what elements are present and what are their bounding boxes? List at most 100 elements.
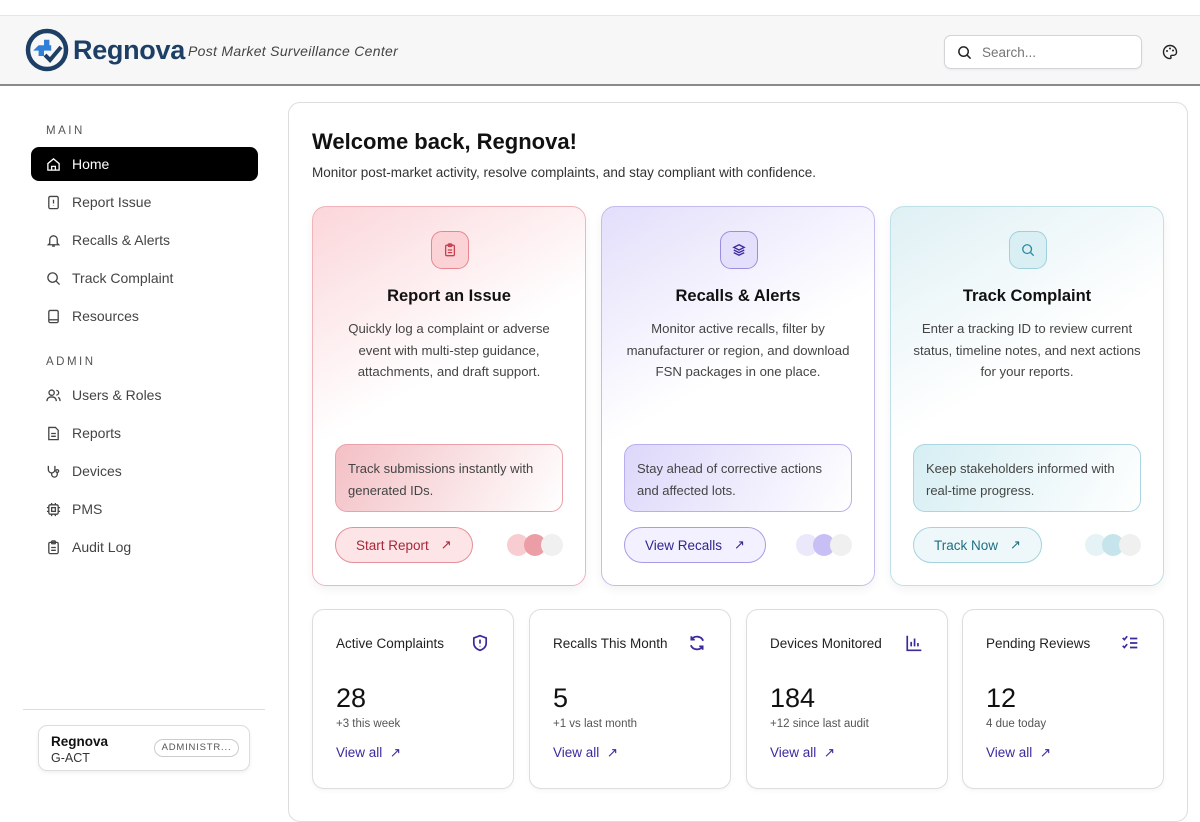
- book-icon: [48, 309, 59, 323]
- link-label: View all: [770, 745, 817, 760]
- bell-icon: [46, 234, 61, 247]
- sidebar-item-report-issue[interactable]: Report Issue: [31, 185, 258, 219]
- sidebar-item-users-roles[interactable]: Users & Roles: [31, 378, 258, 412]
- search-box[interactable]: [944, 35, 1142, 69]
- arrow-up-right-icon: ↗: [1036, 745, 1052, 760]
- carousel-dots[interactable]: [796, 534, 856, 556]
- user-org: G-ACT: [51, 751, 90, 765]
- search-icon: [47, 271, 61, 285]
- button-label: View Recalls: [645, 537, 723, 553]
- carousel-dots[interactable]: [507, 534, 567, 556]
- card-title: Recalls & Alerts: [675, 287, 801, 305]
- stat-delta: +1 vs last month: [553, 718, 638, 730]
- card-note: Keep stakeholders informed with real-tim…: [913, 444, 1141, 512]
- stat-recalls-this-month: Recalls This Month 5 +1 vs last month Vi…: [529, 609, 731, 789]
- sidebar-item-label: Users & Roles: [72, 387, 162, 403]
- logo[interactable]: Regnova: [25, 28, 185, 72]
- layers-icon: [720, 231, 758, 269]
- clipboard-icon: [48, 539, 59, 554]
- track-now-button[interactable]: Track Now ↗: [913, 527, 1042, 563]
- clipboard-icon: [431, 231, 469, 269]
- sidebar-item-label: Home: [72, 156, 110, 172]
- stat-title: Pending Reviews: [986, 636, 1091, 651]
- sidebar-item-pms[interactable]: PMS: [31, 492, 258, 526]
- search-icon: [958, 45, 972, 59]
- sidebar-item-label: Recalls & Alerts: [72, 232, 171, 248]
- view-recalls-button[interactable]: View Recalls ↗: [624, 527, 766, 563]
- arrow-up-right-icon: ↗: [440, 537, 452, 552]
- card-description: Quickly log a complaint or adverse event…: [348, 321, 550, 379]
- card-description: Monitor active recalls, filter by manufa…: [626, 321, 850, 379]
- sidebar-item-label: Report Issue: [72, 194, 152, 210]
- button-label: Track Now: [934, 537, 999, 553]
- start-report-button[interactable]: Start Report ↗: [335, 527, 473, 563]
- stat-devices-monitored: Devices Monitored 184 +12 since last aud…: [746, 609, 948, 789]
- button-label: Start Report: [356, 537, 429, 553]
- sidebar-item-label: PMS: [72, 501, 103, 517]
- sidebar-item-track-complaint[interactable]: Track Complaint: [31, 261, 258, 295]
- cpu-icon: [46, 502, 61, 516]
- sidebar-divider: [23, 709, 265, 710]
- user-name: Regnova: [51, 734, 109, 749]
- card-note: Stay ahead of corrective actions and aff…: [624, 444, 852, 512]
- stat-active-complaints: Active Complaints 28 +3 this week View a…: [312, 609, 514, 789]
- card-report-issue: Report an Issue Quickly log a complaint …: [312, 206, 586, 586]
- home-icon: [47, 157, 60, 171]
- list-checks-icon: [1122, 635, 1138, 649]
- sidebar-item-home[interactable]: Home: [31, 147, 258, 181]
- arrow-up-right-icon: ↗: [603, 745, 619, 760]
- section-label-admin: ADMIN: [46, 356, 96, 368]
- page-title: Welcome back, Regnova!: [312, 129, 577, 154]
- sidebar-item-reports[interactable]: Reports: [31, 416, 258, 450]
- view-all-link[interactable]: View all ↗: [336, 745, 401, 761]
- file-text-icon: [48, 426, 59, 440]
- sidebar-item-label: Reports: [72, 425, 122, 441]
- sidebar-item-devices[interactable]: Devices: [31, 454, 258, 488]
- search-input[interactable]: [982, 44, 1122, 60]
- file-alert-icon: [48, 195, 59, 209]
- sidebar-item-label: Audit Log: [72, 539, 132, 555]
- card-recalls-alerts: Recalls & Alerts Monitor active recalls,…: [601, 206, 875, 586]
- stat-value: 5: [553, 683, 569, 713]
- app-header: Regnova Post Market Surveillance Center: [0, 16, 1200, 86]
- sidebar-item-label: Track Complaint: [72, 270, 174, 286]
- stat-pending-reviews: Pending Reviews 12 4 due today View all …: [962, 609, 1164, 789]
- top-strip: [0, 0, 1200, 16]
- sidebar-item-label: Devices: [72, 463, 122, 479]
- card-title: Report an Issue: [387, 287, 511, 305]
- user-card[interactable]: Regnova G-ACT ADMINISTR...: [38, 725, 250, 771]
- view-all-link[interactable]: View all ↗: [770, 745, 835, 761]
- card-track-complaint: Track Complaint Enter a tracking ID to r…: [890, 206, 1164, 586]
- tagline: Post Market Surveillance Center: [188, 43, 399, 59]
- page-subtitle: Monitor post-market activity, resolve co…: [312, 165, 816, 180]
- stat-value: 12: [986, 683, 1017, 713]
- users-icon: [46, 388, 61, 401]
- sidebar-item-label: Resources: [72, 308, 139, 324]
- link-label: View all: [553, 745, 600, 760]
- main-panel: Welcome back, Regnova! Monitor post-mark…: [288, 102, 1188, 822]
- arrow-up-right-icon: ↗: [1010, 537, 1021, 552]
- view-all-link[interactable]: View all ↗: [986, 745, 1051, 761]
- view-all-link[interactable]: View all ↗: [553, 745, 618, 761]
- shield-alert-icon: [472, 634, 488, 652]
- logo-icon: [25, 28, 69, 72]
- stat-value: 184: [770, 683, 816, 713]
- card-title: Track Complaint: [962, 287, 1092, 305]
- palette-icon[interactable]: [1162, 44, 1178, 60]
- card-description: Enter a tracking ID to review current st…: [913, 321, 1141, 379]
- bar-chart-icon: [906, 635, 922, 652]
- brand-name: Regnova: [73, 34, 185, 65]
- carousel-dots[interactable]: [1085, 534, 1145, 556]
- link-label: View all: [986, 745, 1033, 760]
- stat-delta: +3 this week: [336, 718, 401, 730]
- sidebar-item-resources[interactable]: Resources: [31, 299, 258, 333]
- arrow-up-right-icon: ↗: [820, 745, 836, 760]
- stat-delta: 4 due today: [986, 718, 1047, 730]
- card-note: Track submissions instantly with generat…: [335, 444, 563, 512]
- stat-delta: +12 since last audit: [770, 718, 869, 730]
- sidebar-item-recalls-alerts[interactable]: Recalls & Alerts: [31, 223, 258, 257]
- stat-title: Recalls This Month: [553, 636, 668, 651]
- arrow-up-right-icon: ↗: [386, 745, 402, 760]
- stethoscope-icon: [47, 465, 60, 478]
- sidebar-item-audit-log[interactable]: Audit Log: [31, 530, 258, 564]
